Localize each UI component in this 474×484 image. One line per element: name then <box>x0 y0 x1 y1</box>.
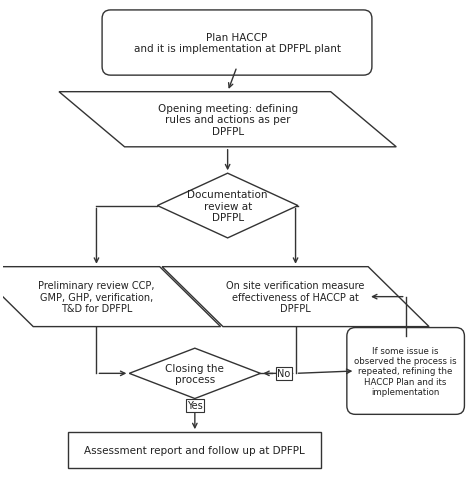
Polygon shape <box>59 92 396 148</box>
Text: Assessment report and follow up at DPFPL: Assessment report and follow up at DPFPL <box>84 445 305 455</box>
Polygon shape <box>157 174 298 239</box>
Text: Yes: Yes <box>187 401 203 410</box>
Text: Preliminary review CCP,
GMP, GHP, verification,
T&D for DPFPL: Preliminary review CCP, GMP, GHP, verifi… <box>38 280 155 314</box>
Text: Plan HACCP
and it is implementation at DPFPL plant: Plan HACCP and it is implementation at D… <box>134 32 340 54</box>
Polygon shape <box>0 267 220 327</box>
FancyBboxPatch shape <box>102 11 372 76</box>
Text: No: No <box>277 369 291 378</box>
Polygon shape <box>129 348 260 399</box>
Text: Documentation
review at
DPFPL: Documentation review at DPFPL <box>187 190 268 223</box>
Polygon shape <box>162 267 429 327</box>
Text: Closing the
process: Closing the process <box>165 363 224 384</box>
FancyBboxPatch shape <box>347 328 465 414</box>
FancyBboxPatch shape <box>68 432 321 468</box>
Text: Opening meeting: defining
rules and actions as per
DPFPL: Opening meeting: defining rules and acti… <box>157 104 298 136</box>
Text: On site verification measure
effectiveness of HACCP at
DPFPL: On site verification measure effectivene… <box>227 280 365 314</box>
Text: If some issue is
observed the process is
repeated, refining the
HACCP Plan and i: If some issue is observed the process is… <box>355 346 457 396</box>
